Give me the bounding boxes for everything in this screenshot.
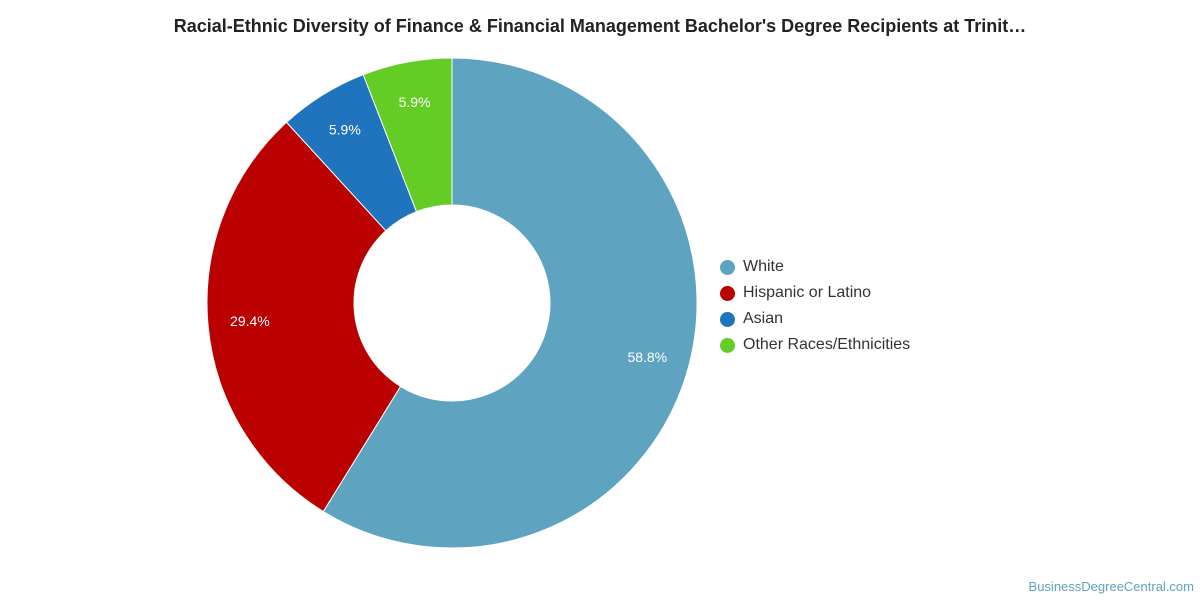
legend-item-other-races[interactable]: Other Races/Ethnicities: [720, 332, 910, 358]
legend-item-asian[interactable]: Asian: [720, 306, 910, 332]
slice-white[interactable]: [322, 57, 698, 549]
slice-label-other-races: 5.9%: [399, 94, 431, 110]
slice-label-asian: 5.9%: [329, 121, 361, 137]
chart-title: Racial-Ethnic Diversity of Finance & Fin…: [173, 16, 1027, 36]
legend-label-asian: Asian: [743, 310, 784, 327]
slice-label-hispanic-or-latino: 29.4%: [230, 313, 270, 329]
legend-label-hispanic-or-latino: Hispanic or Latino: [743, 284, 872, 301]
legend-marker-hispanic-or-latino: [720, 285, 735, 301]
slice-other-races[interactable]: [362, 57, 453, 213]
legend: White Hispanic or Latino Asian Other Rac…: [720, 254, 910, 358]
watermark: BusinessDegreeCentral.com: [1028, 579, 1194, 594]
slice-label-white: 58.8%: [627, 349, 667, 365]
legend-marker-other-races: [720, 337, 735, 353]
legend-marker-asian: [720, 311, 735, 327]
legend-item-hispanic-or-latino[interactable]: Hispanic or Latino: [720, 280, 910, 306]
legend-label-white: White: [743, 258, 784, 275]
legend-marker-white: [720, 259, 735, 275]
legend-item-white[interactable]: White: [720, 254, 910, 280]
slice-hispanic-or-latino[interactable]: [206, 121, 402, 513]
legend-label-other-races: Other Races/Ethnicities: [743, 336, 911, 353]
